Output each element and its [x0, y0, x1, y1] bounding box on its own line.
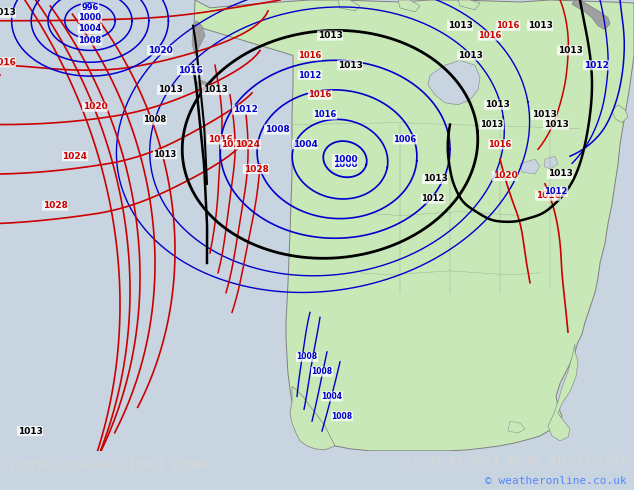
Text: 1020: 1020: [221, 140, 245, 149]
Text: 1013: 1013: [158, 85, 183, 95]
Text: 1016: 1016: [496, 21, 520, 30]
Polygon shape: [508, 421, 525, 433]
Text: 1013: 1013: [543, 120, 569, 129]
Text: 1013: 1013: [527, 21, 552, 30]
Text: 1012: 1012: [422, 194, 444, 203]
Text: 1013: 1013: [423, 174, 448, 183]
Text: 1006: 1006: [393, 135, 417, 144]
Text: 1013: 1013: [337, 61, 363, 70]
Text: 1012: 1012: [233, 105, 257, 114]
Text: 1013: 1013: [484, 100, 510, 109]
Text: 1016: 1016: [536, 191, 560, 200]
Text: Surface pressure [hPa] ECMWF: Surface pressure [hPa] ECMWF: [8, 459, 207, 472]
Text: 1013: 1013: [531, 110, 557, 119]
Text: 1013: 1013: [458, 51, 482, 60]
Text: 1013: 1013: [481, 120, 503, 129]
Polygon shape: [194, 0, 634, 451]
Text: 1028: 1028: [243, 165, 268, 173]
Polygon shape: [520, 159, 540, 174]
Text: © weatheronline.co.uk: © weatheronline.co.uk: [484, 476, 626, 487]
Text: 1020: 1020: [493, 172, 517, 180]
Text: 1013: 1013: [548, 170, 573, 178]
Text: 1020: 1020: [148, 46, 172, 55]
Text: 1013: 1013: [448, 21, 472, 30]
Text: 1008: 1008: [264, 125, 289, 134]
Text: 1016: 1016: [313, 110, 337, 119]
Polygon shape: [195, 80, 210, 95]
Text: 1013: 1013: [557, 46, 583, 55]
Text: 1008: 1008: [297, 352, 318, 362]
Text: 1000: 1000: [79, 13, 101, 22]
Text: 1013: 1013: [18, 426, 42, 436]
Polygon shape: [548, 344, 578, 441]
Polygon shape: [458, 0, 480, 10]
Text: 1024: 1024: [63, 152, 87, 161]
Polygon shape: [544, 156, 558, 169]
Text: 1008: 1008: [332, 412, 353, 421]
Text: 996: 996: [81, 3, 99, 12]
Polygon shape: [192, 21, 205, 55]
Text: 1012: 1012: [299, 71, 321, 80]
Text: Fr 31-05-2024 00:00 UTC (12+84): Fr 31-05-2024 00:00 UTC (12+84): [406, 455, 626, 468]
Text: 1013: 1013: [153, 150, 177, 159]
Polygon shape: [612, 105, 628, 122]
Text: 1016: 1016: [299, 51, 321, 60]
Polygon shape: [572, 0, 610, 30]
Text: 1013: 1013: [0, 8, 15, 17]
Text: 1008: 1008: [143, 115, 167, 124]
Text: 1008: 1008: [311, 367, 333, 376]
Text: 1012: 1012: [583, 61, 609, 70]
Text: 1016: 1016: [178, 66, 202, 74]
Polygon shape: [428, 60, 480, 105]
Text: 1012: 1012: [545, 187, 567, 196]
Polygon shape: [398, 0, 420, 12]
Text: 1004: 1004: [321, 392, 342, 401]
Text: 1016: 1016: [478, 31, 501, 40]
Text: 1000: 1000: [333, 155, 358, 164]
Text: 1013: 1013: [318, 31, 342, 40]
Text: 1016: 1016: [0, 58, 15, 67]
Text: 1016: 1016: [207, 135, 233, 144]
Text: 1004: 1004: [79, 24, 101, 33]
Text: 1016: 1016: [488, 140, 512, 149]
Text: 1016: 1016: [308, 91, 332, 99]
Text: 1013: 1013: [202, 85, 228, 95]
Text: 1024: 1024: [235, 140, 261, 149]
Text: 1020: 1020: [82, 102, 107, 111]
Text: 1000: 1000: [333, 160, 358, 169]
Polygon shape: [290, 387, 335, 450]
Polygon shape: [338, 0, 360, 11]
Text: 1008: 1008: [79, 36, 101, 45]
Text: 1028: 1028: [42, 201, 67, 210]
Text: 1004: 1004: [292, 140, 318, 149]
